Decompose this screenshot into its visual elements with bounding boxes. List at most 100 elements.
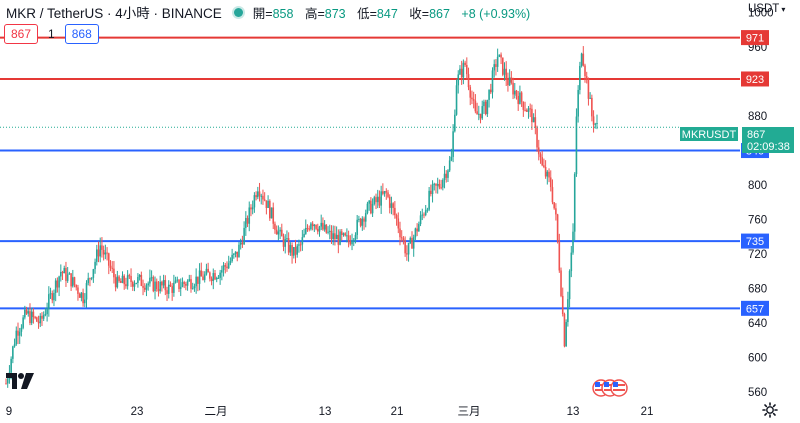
time-axis[interactable]: 9 23 二月 13 21 三月 13 21 xyxy=(6,406,654,418)
candle-body xyxy=(294,247,297,255)
candle-body xyxy=(30,311,33,324)
candle-body xyxy=(56,280,59,288)
gear-icon[interactable] xyxy=(762,402,778,418)
support-level-tag xyxy=(741,300,769,316)
time-tick-label: 21 xyxy=(641,406,654,418)
candle-body xyxy=(320,222,322,227)
candle-body xyxy=(234,251,237,254)
candle-body xyxy=(366,203,369,214)
candle-body xyxy=(111,267,114,269)
candle-body xyxy=(524,109,526,111)
candle-body xyxy=(346,235,348,237)
candle-body xyxy=(474,100,477,112)
candle-body xyxy=(304,227,307,234)
candle-body xyxy=(580,53,583,66)
candle-body xyxy=(90,277,93,279)
candle-body xyxy=(478,113,480,115)
candle-body xyxy=(563,314,566,347)
symbol-tag-label: MKRUSDT xyxy=(682,129,737,141)
candle-body xyxy=(531,108,533,123)
candle-body xyxy=(520,92,523,102)
candle-body xyxy=(131,282,134,287)
candle-body xyxy=(592,116,595,125)
candle-body xyxy=(267,200,269,208)
candle-body xyxy=(352,239,355,241)
price-tick-label: 880 xyxy=(748,111,767,123)
candle-body xyxy=(387,192,389,197)
candle-body xyxy=(577,89,579,117)
candle-body xyxy=(316,228,319,232)
candle-body xyxy=(186,281,189,286)
candle-body xyxy=(567,299,569,323)
low-value: 847 xyxy=(376,6,398,21)
candlestick-series xyxy=(5,46,598,388)
buy-button[interactable]: 868 xyxy=(64,24,99,44)
candle-body xyxy=(443,173,446,180)
currency-selector[interactable]: USDT ▾ xyxy=(748,3,785,15)
candle-body xyxy=(188,279,191,282)
candle-body xyxy=(358,218,360,220)
candle-body xyxy=(46,309,48,315)
candle-body xyxy=(229,260,232,264)
candle-body xyxy=(501,57,504,75)
candle-body xyxy=(416,228,418,232)
candle-body xyxy=(323,224,326,230)
time-tick-label: 13 xyxy=(567,406,580,418)
horizontal-levels[interactable] xyxy=(0,36,740,310)
candle-body xyxy=(325,224,328,233)
candle-body xyxy=(551,187,554,203)
candle-body xyxy=(452,131,454,157)
candle-body xyxy=(277,231,280,235)
low-label: 低= xyxy=(357,6,377,21)
candle-body xyxy=(121,275,124,283)
candle-body xyxy=(433,183,436,185)
candle-body xyxy=(522,101,525,110)
candle-body xyxy=(289,245,292,253)
candle-body xyxy=(397,218,400,229)
candle-body xyxy=(167,284,170,294)
candle-body xyxy=(508,77,511,86)
symbol-title[interactable]: MKR / TetherUS · 4小時 · BINANCE xyxy=(6,6,222,21)
candle-body xyxy=(32,311,35,318)
candle-body xyxy=(565,322,567,347)
candle-body xyxy=(496,56,499,67)
candle-body xyxy=(584,65,586,77)
candle-body xyxy=(154,281,156,292)
candle-body xyxy=(536,127,538,148)
candle-body xyxy=(375,197,377,203)
candle-body xyxy=(164,280,167,291)
price-tick-label: 560 xyxy=(748,387,767,399)
candle-body xyxy=(493,64,496,71)
candle-body xyxy=(585,76,588,80)
candle-body xyxy=(472,99,475,101)
candle-body xyxy=(106,252,108,254)
bar-countdown: 02:09:38 xyxy=(747,141,790,153)
candle-body xyxy=(361,218,364,226)
candle-body xyxy=(190,279,192,289)
candle-body xyxy=(145,285,148,290)
candle-body xyxy=(454,114,456,132)
candle-body xyxy=(462,62,465,78)
us-flag-event-icons[interactable] xyxy=(592,378,632,398)
time-tick-label: 21 xyxy=(391,406,404,418)
candle-body xyxy=(436,183,439,186)
candle-body xyxy=(227,263,230,269)
candle-body xyxy=(430,190,432,195)
price-tick-label: 640 xyxy=(748,318,767,330)
price-tick-label: 680 xyxy=(748,283,767,295)
candle-body xyxy=(73,277,76,285)
candle-body xyxy=(476,111,478,115)
candle-body xyxy=(95,249,98,262)
tradingview-logo-icon[interactable] xyxy=(5,372,35,390)
candle-body xyxy=(591,97,593,117)
event-flag-icon[interactable] xyxy=(610,379,628,397)
candle-body xyxy=(481,106,484,119)
candle-body xyxy=(58,276,60,288)
sell-button[interactable]: 867 xyxy=(4,24,39,44)
candle-body xyxy=(258,191,261,197)
candle-body xyxy=(78,293,81,298)
candle-body xyxy=(525,110,528,112)
candle-body xyxy=(150,277,153,279)
